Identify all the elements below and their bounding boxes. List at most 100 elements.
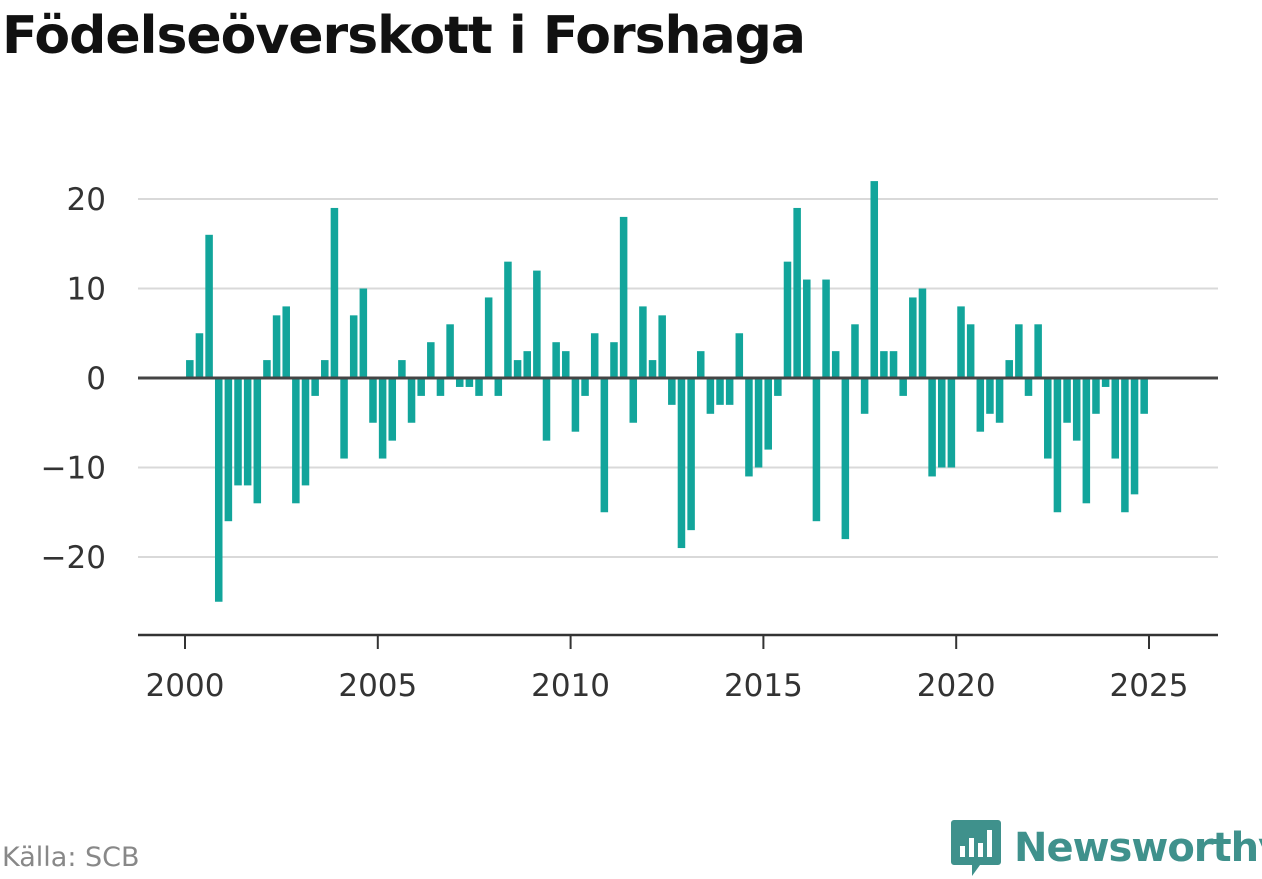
- bar: [340, 378, 348, 459]
- y-tick-label: 0: [86, 361, 106, 397]
- bar: [822, 279, 830, 378]
- bar: [947, 378, 956, 468]
- bar: [793, 207, 801, 378]
- bar: [1111, 378, 1120, 459]
- bar: [909, 297, 917, 378]
- bar: [349, 315, 358, 378]
- bar: [764, 378, 772, 450]
- bar: [716, 378, 724, 405]
- bar: [542, 378, 551, 441]
- bar: [243, 378, 252, 486]
- bar: [417, 378, 425, 396]
- bar: [870, 181, 879, 378]
- bar: [774, 378, 782, 396]
- bar: [186, 360, 194, 378]
- bar: [321, 360, 329, 378]
- bar: [783, 261, 792, 378]
- bar: [455, 378, 464, 387]
- bar: [1034, 324, 1042, 378]
- bar: [696, 351, 705, 378]
- bar: [301, 378, 310, 486]
- bar: [581, 378, 589, 396]
- bar: [407, 378, 416, 423]
- bar: [1121, 378, 1129, 513]
- bar: [851, 324, 859, 378]
- bar: [484, 297, 493, 378]
- bar: [1130, 378, 1139, 495]
- bar: [398, 360, 406, 378]
- bar: [1015, 324, 1023, 378]
- bar: [880, 351, 888, 378]
- bar: [841, 378, 850, 540]
- bar: [831, 351, 840, 378]
- bar: [648, 360, 657, 378]
- bar: [1140, 378, 1148, 414]
- bar: [629, 378, 638, 423]
- bar: [918, 288, 927, 378]
- bar: [272, 315, 281, 378]
- source-note: Källa: SCB: [2, 842, 140, 873]
- bar: [378, 378, 387, 459]
- y-tick-label: −10: [41, 451, 106, 487]
- bar: [282, 306, 290, 378]
- bar: [214, 378, 223, 602]
- bar: [359, 288, 368, 378]
- bar: [388, 378, 397, 441]
- bar: [725, 378, 734, 405]
- bar: [562, 351, 570, 378]
- x-tick-label: 2015: [724, 668, 803, 704]
- x-tick-label: 2025: [1110, 668, 1189, 704]
- bar: [1044, 378, 1052, 459]
- bar: [533, 270, 541, 378]
- bar: [253, 378, 262, 504]
- bar: [465, 378, 474, 387]
- bar: [571, 378, 580, 432]
- bar: [494, 378, 503, 396]
- y-tick-label: 10: [67, 272, 106, 308]
- bar: [205, 234, 213, 378]
- newsworthy-logo-icon: [951, 820, 1001, 876]
- bar: [812, 378, 821, 522]
- brand-logo-link[interactable]: Newsworthy: [950, 818, 1262, 878]
- bar: [928, 378, 936, 477]
- bar: [263, 360, 271, 378]
- bar: [552, 342, 560, 378]
- bar: [687, 378, 695, 531]
- bar: [706, 378, 715, 414]
- bar: [234, 378, 242, 486]
- bar: [330, 207, 339, 378]
- x-tick-label: 2000: [146, 668, 225, 704]
- x-tick-label: 2005: [338, 668, 417, 704]
- bar: [1063, 378, 1071, 423]
- bar: [976, 378, 985, 432]
- bar: [224, 378, 233, 522]
- axes: [138, 376, 1218, 649]
- y-tick-label: −20: [41, 540, 106, 576]
- bar: [427, 342, 435, 378]
- bar: [735, 333, 744, 378]
- bar: [639, 306, 647, 378]
- bar: [1092, 378, 1100, 414]
- x-tick-label: 2020: [917, 668, 996, 704]
- bar: [1053, 378, 1062, 513]
- bar: [803, 279, 811, 378]
- bar: [523, 351, 531, 378]
- bar: [754, 378, 763, 468]
- bar: [619, 216, 628, 378]
- bar: [1072, 378, 1081, 441]
- bar: [610, 342, 618, 378]
- chart-title: Födelseöverskott i Forshaga: [2, 6, 806, 66]
- bar: [504, 261, 512, 378]
- bar: [1101, 378, 1110, 387]
- bar: [475, 378, 483, 396]
- bar: [369, 378, 377, 423]
- bar: [745, 378, 753, 477]
- bar: [446, 324, 454, 378]
- bar: [860, 378, 869, 414]
- bar: [600, 378, 609, 513]
- bar: [513, 360, 522, 378]
- bar: [590, 333, 599, 378]
- bar: [436, 378, 445, 396]
